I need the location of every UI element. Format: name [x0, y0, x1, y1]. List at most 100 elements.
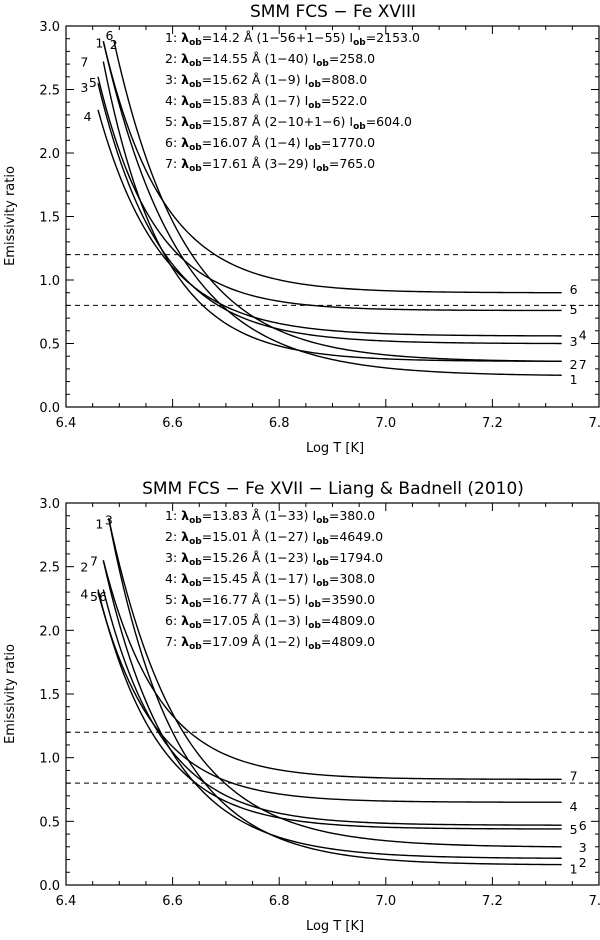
ob-subscript: ob: [308, 80, 321, 90]
legend-number: 3:: [165, 72, 181, 87]
legend-intensity: =380.0: [329, 508, 375, 523]
x-axis-label: Log T [K]: [306, 919, 364, 934]
legend-entry-6: 6: λob=16.07 Å (1−4) Iob=1770.0: [165, 135, 375, 153]
y-tick-label: 2.5: [39, 561, 60, 576]
y-tick-label: 1.5: [39, 211, 60, 226]
curve-3: [107, 518, 562, 848]
legend-wavelength: =15.83 Å (1−7): [202, 93, 305, 108]
curve-number-label: 2: [110, 37, 118, 52]
legend-number: 4:: [165, 571, 181, 586]
ob-subscript: ob: [189, 642, 202, 652]
curve-number-label: 5: [570, 302, 578, 317]
y-axis-label: Emissivity ratio: [3, 644, 18, 744]
x-tick-label: 6.4: [56, 416, 77, 431]
legend-wavelength: =15.26 Å (1−23): [202, 550, 313, 565]
curve-4: [97, 109, 562, 337]
curve-number-label: 7: [80, 55, 88, 70]
ob-subscript: ob: [316, 558, 329, 568]
reference-lines: [66, 254, 599, 306]
curve-number-label: 1: [95, 36, 103, 51]
intensity-symbol: I: [305, 592, 309, 607]
legend-wavelength: =15.01 Å (1−27): [202, 529, 313, 544]
y-tick-label: 0.0: [39, 401, 60, 416]
axis-ticks: 6.4 6.6 6.8 7.0 7.2 7.4 0.0 0.5 1.0 1.5 2.0 2.5 3.0: [39, 497, 600, 909]
legend-wavelength: =17.09 Å (1−2): [202, 634, 305, 649]
x-tick-label: 6.4: [56, 894, 77, 909]
intensity-symbol: I: [313, 508, 317, 523]
x-tick-label: 7.2: [482, 894, 503, 909]
legend-wavelength: =13.83 Å (1−33): [202, 508, 313, 523]
ob-subscript: ob: [316, 164, 329, 174]
legend-entry-5: 5: λob=15.87 Å (2−10+1−6) Iob=604.0: [165, 114, 412, 132]
legend-intensity: =258.0: [329, 51, 375, 66]
ob-subscript: ob: [353, 38, 366, 48]
lambda-symbol: λ: [181, 114, 189, 129]
legend-number: 7:: [165, 634, 181, 649]
curve-3: [97, 82, 562, 345]
legend-intensity: =2153.0: [366, 30, 420, 45]
ob-subscript: ob: [189, 80, 202, 90]
legend-number: 6:: [165, 613, 181, 628]
intensity-symbol: I: [349, 114, 353, 129]
legend-number: 6:: [165, 135, 181, 150]
y-tick-label: 0.5: [39, 338, 60, 353]
panel-fe-xviii: SMM FCS − Fe XVIII Log T [K] Emissivity …: [3, 2, 600, 456]
intensity-symbol: I: [305, 613, 309, 628]
y-tick-label: 1.5: [39, 688, 60, 703]
legend: 1: λob=13.83 Å (1−33) Iob=380.02: λob=15…: [165, 508, 383, 652]
curve-number-label: 7: [579, 357, 587, 372]
lambda-symbol: λ: [181, 634, 189, 649]
legend-number: 5:: [165, 592, 181, 607]
y-tick-label: 3.0: [39, 497, 60, 512]
ob-subscript: ob: [189, 101, 202, 111]
intensity-symbol: I: [313, 156, 317, 171]
curve-number-label: 3: [579, 840, 587, 855]
curve-number-label: 5: [570, 822, 578, 837]
ob-subscript: ob: [353, 122, 366, 132]
curve-number-label: 3: [570, 334, 578, 349]
legend-number: 2:: [165, 51, 181, 66]
intensity-symbol: I: [313, 571, 317, 586]
panel-title: SMM FCS − Fe XVII − Liang & Badnell (201…: [142, 479, 524, 499]
ob-subscript: ob: [189, 579, 202, 589]
legend-number: 1:: [165, 508, 181, 523]
y-tick-label: 0.5: [39, 815, 60, 830]
legend-intensity: =308.0: [329, 571, 375, 586]
ob-subscript: ob: [308, 101, 321, 111]
x-tick-label: 7.4: [589, 894, 600, 909]
intensity-symbol: I: [313, 550, 317, 565]
legend-intensity: =765.0: [329, 156, 375, 171]
curve-number-label: 6: [99, 589, 107, 604]
legend-wavelength: =14.2 Å (1−56+1−55): [202, 30, 350, 45]
legend-intensity: =4809.0: [321, 613, 375, 628]
legend-number: 5:: [165, 114, 181, 129]
ob-subscript: ob: [189, 59, 202, 69]
lambda-symbol: λ: [181, 72, 189, 87]
curve-number-label: 3: [80, 80, 88, 95]
intensity-symbol: I: [305, 634, 309, 649]
intensity-symbol: I: [313, 529, 317, 544]
legend: 1: λob=14.2 Å (1−56+1−55) Iob=2153.02: λ…: [165, 30, 420, 174]
y-tick-label: 0.0: [39, 879, 60, 894]
x-tick-label: 6.8: [269, 416, 290, 431]
lambda-symbol: λ: [181, 51, 189, 66]
y-tick-label: 1.0: [39, 752, 60, 767]
legend-number: 1:: [165, 30, 181, 45]
intensity-symbol: I: [313, 51, 317, 66]
ob-subscript: ob: [189, 143, 202, 153]
curve-number-label: 7: [90, 553, 98, 568]
legend-entry-2: 2: λob=15.01 Å (1−27) Iob=4649.0: [165, 529, 383, 547]
intensity-symbol: I: [305, 72, 309, 87]
legend-entry-4: 4: λob=15.45 Å (1−17) Iob=308.0: [165, 571, 375, 589]
curve-number-label: 6: [579, 818, 587, 833]
legend-intensity: =1794.0: [329, 550, 383, 565]
curve-number-label: 2: [80, 560, 88, 575]
ob-subscript: ob: [308, 642, 321, 652]
lambda-symbol: λ: [181, 592, 189, 607]
legend-wavelength: =17.61 Å (3−29): [202, 156, 313, 171]
curve-5: [97, 76, 562, 312]
panel-title: SMM FCS − Fe XVIII: [250, 2, 416, 22]
legend-wavelength: =16.07 Å (1−4): [202, 135, 305, 150]
